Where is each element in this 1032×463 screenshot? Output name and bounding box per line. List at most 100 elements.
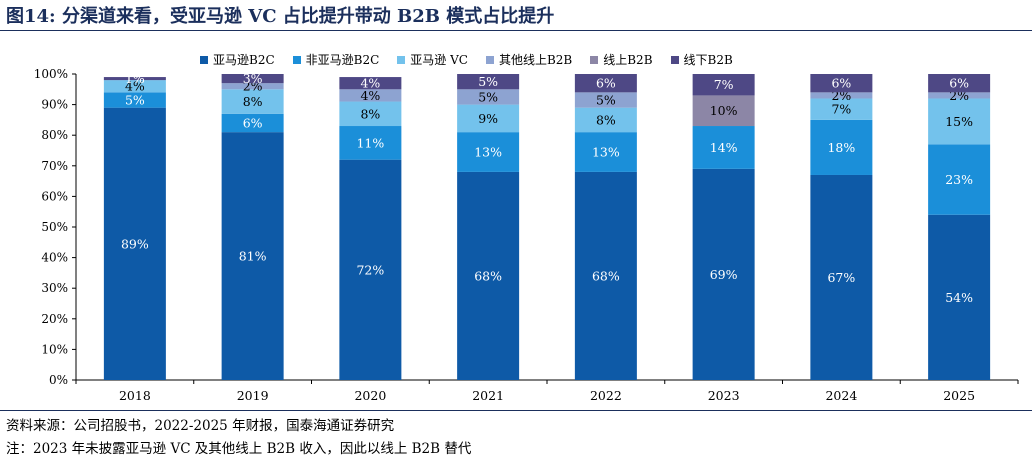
y-tick-label: 100% xyxy=(34,67,68,81)
bar-segment xyxy=(103,92,166,108)
data-label: 5% xyxy=(125,93,145,108)
data-label: 69% xyxy=(710,267,738,282)
bar-segment xyxy=(928,74,991,93)
figure-title: 图14: 分渠道来看，受亚马逊 VC 占比提升带动 B2B 模式占比提升 xyxy=(6,6,555,27)
y-tick-label: 40% xyxy=(41,251,68,265)
legend-swatch xyxy=(397,55,406,64)
data-label: 6% xyxy=(243,115,263,130)
y-tick-label: 80% xyxy=(41,128,68,142)
data-label: 68% xyxy=(592,268,620,283)
y-tick-label: 50% xyxy=(41,220,68,234)
bottom-rule xyxy=(0,410,1032,411)
bar-segment xyxy=(928,144,991,215)
data-label: 6% xyxy=(949,76,969,91)
legend-item: 线下B2B xyxy=(670,51,733,68)
title-rule xyxy=(0,30,1032,31)
x-tick-label: 2020 xyxy=(354,388,386,403)
data-label: 3% xyxy=(243,71,263,86)
bar-segment xyxy=(574,132,637,172)
legend-item: 亚马逊 VC xyxy=(397,51,468,68)
data-label: 5% xyxy=(596,93,616,108)
y-tick-label: 10% xyxy=(41,342,68,356)
bar-segment xyxy=(692,126,755,169)
bar-segment xyxy=(103,77,166,81)
legend-label: 亚马逊B2C xyxy=(213,53,275,67)
bar-segment xyxy=(339,77,402,90)
bar-segment xyxy=(339,89,402,102)
data-label: 14% xyxy=(710,140,738,155)
x-tick-label: 2022 xyxy=(590,388,622,403)
bar-segment xyxy=(339,126,402,160)
bar-segment xyxy=(574,107,637,133)
legend-label: 非亚马逊B2C xyxy=(305,53,380,67)
bar-segment xyxy=(457,74,520,90)
bar-segment xyxy=(221,83,284,90)
bar-segment xyxy=(574,74,637,93)
data-label: 8% xyxy=(243,94,263,109)
data-label: 5% xyxy=(478,89,498,104)
data-label: 13% xyxy=(474,145,502,160)
legend-item: 其他线上B2B xyxy=(485,51,572,68)
bar-segment xyxy=(574,92,637,108)
data-label: 68% xyxy=(474,268,502,283)
legend-swatch xyxy=(670,55,679,64)
legend-item: 亚马逊B2C xyxy=(200,51,275,68)
data-label: 7% xyxy=(831,102,851,117)
stacked-bar-chart: 0%10%20%30%40%50%60%70%80%90%100%89%5%4%… xyxy=(34,67,1019,403)
bar-segment xyxy=(810,74,873,93)
legend-swatch xyxy=(485,55,494,64)
data-label: 89% xyxy=(121,236,149,251)
legend-item: 非亚马逊B2C xyxy=(292,51,380,68)
bar-segment xyxy=(810,98,873,120)
legend-swatch xyxy=(590,55,599,64)
bar-segment xyxy=(810,174,873,380)
bar-segment xyxy=(810,119,873,175)
source-note: 资料来源：公司招股书，2022-2025 年财报，国泰海通证券研究 xyxy=(6,418,395,434)
data-label: 54% xyxy=(945,290,973,305)
footnote: 注：2023 年未披露亚马逊 VC 及其他线上 B2B 收入，因此以线上 B2B… xyxy=(6,441,472,457)
bar-segment xyxy=(457,89,520,105)
data-label: 4% xyxy=(125,79,145,94)
y-tick-label: 90% xyxy=(41,98,68,112)
data-label: 5% xyxy=(478,74,498,89)
legend-label: 线下B2B xyxy=(683,53,733,67)
data-label: 6% xyxy=(596,76,616,91)
bar-segment xyxy=(221,113,284,133)
bar-segment xyxy=(928,98,991,145)
chart-legend: 亚马逊B2C 非亚马逊B2C 亚马逊 VC 其他线上B2B 线上B2B 线下B2B xyxy=(200,51,751,68)
data-label: 11% xyxy=(356,135,384,150)
x-tick-label: 2024 xyxy=(825,388,857,403)
data-label: 9% xyxy=(478,111,498,126)
data-label: 15% xyxy=(945,114,973,129)
bar-segment xyxy=(928,92,991,99)
data-label: 6% xyxy=(831,76,851,91)
data-label: 1% xyxy=(125,71,145,86)
data-label: 13% xyxy=(592,145,620,160)
y-tick-label: 0% xyxy=(49,373,68,387)
y-tick-label: 20% xyxy=(41,312,68,326)
x-tick-label: 2018 xyxy=(119,388,151,403)
bar-segment xyxy=(221,74,284,84)
data-label: 67% xyxy=(827,270,855,285)
bar-segment xyxy=(692,168,755,380)
bar-segment xyxy=(339,159,402,380)
data-label: 81% xyxy=(239,249,267,264)
data-label: 18% xyxy=(827,140,855,155)
legend-swatch xyxy=(200,55,208,64)
bar-segment xyxy=(457,171,520,380)
bar-segment xyxy=(221,89,284,114)
data-label: 10% xyxy=(710,103,738,118)
x-tick-label: 2019 xyxy=(237,388,269,403)
y-tick-label: 60% xyxy=(41,189,68,203)
bar-segment xyxy=(692,74,755,96)
bar-segment xyxy=(103,107,166,380)
data-label: 7% xyxy=(714,77,734,92)
data-label: 8% xyxy=(360,106,380,121)
data-label: 4% xyxy=(360,76,380,91)
bar-segment xyxy=(574,171,637,380)
bar-segment xyxy=(457,104,520,133)
legend-label: 亚马逊 VC xyxy=(410,53,468,67)
bar-segment xyxy=(103,80,166,93)
y-tick-label: 30% xyxy=(41,281,68,295)
data-label: 23% xyxy=(945,172,973,187)
